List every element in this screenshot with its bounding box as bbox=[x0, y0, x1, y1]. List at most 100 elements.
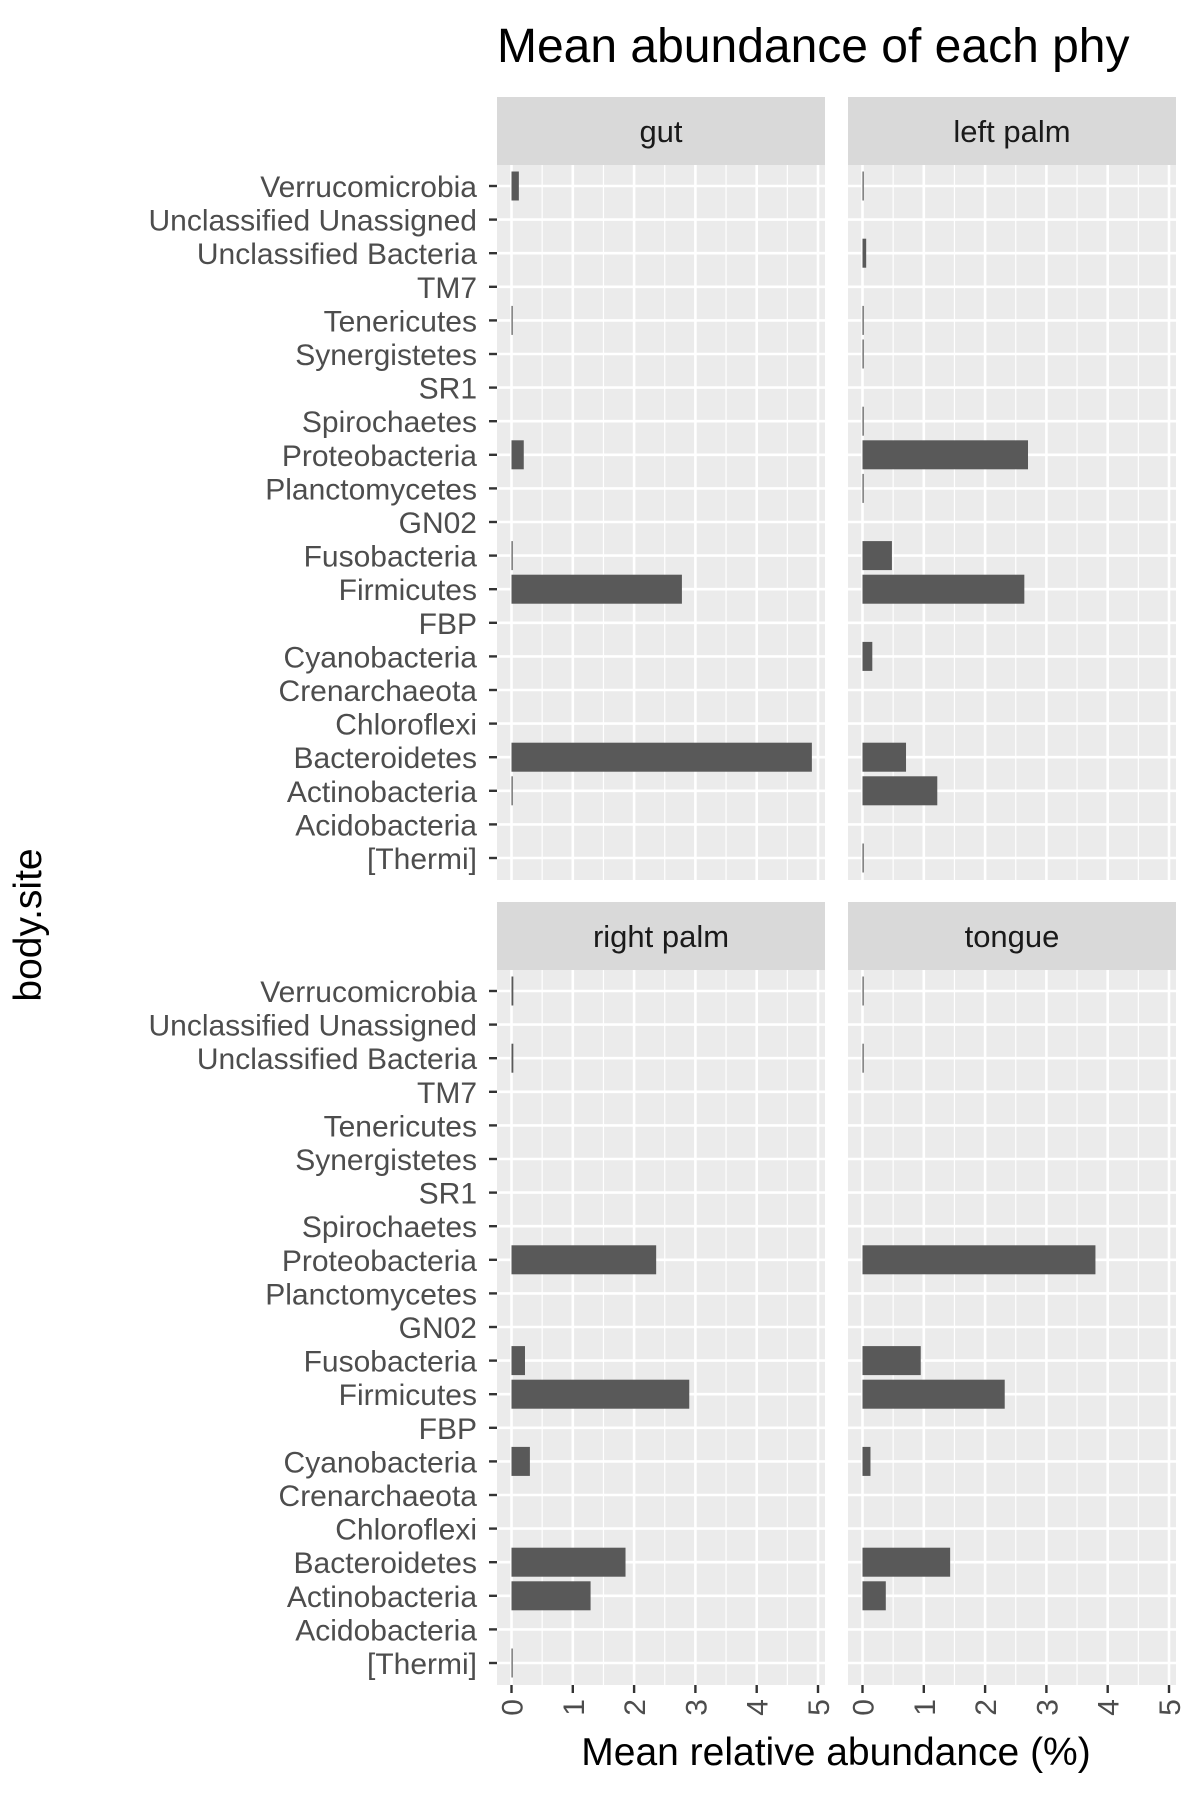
y-tick-label: Actinobacteria bbox=[287, 1581, 477, 1614]
y-tick-label: FBP bbox=[419, 1413, 477, 1446]
chart-title: Mean abundance of each phy bbox=[497, 20, 1129, 73]
bar-tongue-12 bbox=[862, 1379, 1005, 1409]
bar-gut-11 bbox=[511, 541, 513, 571]
bar-tongue-11 bbox=[862, 1346, 921, 1376]
x-tick-label: 2 bbox=[970, 1699, 1003, 1716]
y-tick-label: Fusobacteria bbox=[304, 541, 478, 574]
bar-right-palm-18 bbox=[511, 1581, 591, 1611]
bar-gut-12 bbox=[511, 574, 682, 604]
panel-left-palm: left palm bbox=[848, 97, 1176, 880]
bar-left-palm-18 bbox=[862, 776, 938, 806]
y-tick-label: Unclassified Bacteria bbox=[197, 238, 477, 271]
x-tick-label: 3 bbox=[1031, 1699, 1064, 1716]
y-tick-label: FBP bbox=[419, 608, 477, 641]
bar-left-palm-5 bbox=[862, 339, 864, 369]
bar-left-palm-0 bbox=[862, 171, 864, 201]
strip-label-gut: gut bbox=[639, 114, 682, 149]
strip-label-left-palm: left palm bbox=[953, 114, 1070, 149]
bar-right-palm-0 bbox=[511, 976, 514, 1006]
panel-tongue: tongue 0 1 2 3 4 5 bbox=[848, 902, 1187, 1716]
y-tick-label: Actinobacteria bbox=[287, 776, 477, 809]
y-tick-label: Proteobacteria bbox=[282, 440, 477, 473]
x-tick-label: 0 bbox=[497, 1699, 530, 1716]
y-tick-label: Planctomycetes bbox=[265, 473, 477, 506]
y-tick-label: Chloroflexi bbox=[335, 1514, 477, 1547]
bar-left-palm-11 bbox=[862, 541, 892, 571]
y-tick-label: [Thermi] bbox=[367, 1648, 477, 1681]
y-tick-label: TM7 bbox=[417, 272, 477, 305]
y-tick-label: GN02 bbox=[399, 507, 477, 540]
y-tick-label: Unclassified Unassigned bbox=[148, 205, 477, 238]
y-tick-label: Fusobacteria bbox=[304, 1346, 478, 1379]
bar-left-palm-7 bbox=[862, 406, 864, 436]
strip-right-palm bbox=[497, 902, 825, 970]
y-axis-title: body.site bbox=[7, 848, 50, 1001]
y-tick-label: Planctomycetes bbox=[265, 1278, 477, 1311]
y-tick-label: Bacteroidetes bbox=[294, 1547, 477, 1580]
bar-tongue-14 bbox=[862, 1446, 871, 1476]
x-tick-label: 4 bbox=[742, 1699, 775, 1716]
y-tick-label: Tenericutes bbox=[324, 305, 477, 338]
bar-gut-18 bbox=[511, 776, 513, 806]
bar-gut-0 bbox=[511, 171, 519, 201]
x-tick-label: 5 bbox=[803, 1699, 836, 1716]
bar-right-palm-2 bbox=[511, 1043, 514, 1073]
bar-right-palm-14 bbox=[511, 1446, 530, 1476]
y-tick-label: [Thermi] bbox=[367, 843, 477, 876]
bar-left-palm-12 bbox=[862, 574, 1025, 604]
y-tick-label: GN02 bbox=[399, 1312, 477, 1345]
x-tick-label: 2 bbox=[619, 1699, 652, 1716]
y-tick-label: Bacteroidetes bbox=[294, 742, 477, 775]
bar-gut-4 bbox=[511, 305, 513, 335]
bar-right-palm-20 bbox=[511, 1648, 513, 1678]
y-tick-label: Unclassified Bacteria bbox=[197, 1043, 477, 1076]
y-tick-label: Verrucomicrobia bbox=[260, 171, 477, 204]
y-tick-label: Verrucomicrobia bbox=[260, 976, 477, 1009]
bar-left-palm-17 bbox=[862, 742, 907, 772]
y-tick-label: Tenericutes bbox=[324, 1110, 477, 1143]
y-tick-label: Cyanobacteria bbox=[284, 1446, 478, 1479]
strip-label-tongue: tongue bbox=[965, 919, 1060, 954]
strip-gut bbox=[497, 97, 825, 165]
y-tick-label: Cyanobacteria bbox=[284, 641, 478, 674]
strip-label-right-palm: right palm bbox=[593, 919, 729, 954]
y-tick-label: Firmicutes bbox=[339, 574, 477, 607]
y-tick-label: Crenarchaeota bbox=[279, 1480, 478, 1513]
y-tick-label: Acidobacteria bbox=[295, 809, 477, 842]
x-tick-label: 0 bbox=[848, 1699, 881, 1716]
x-axis-title: Mean relative abundance (%) bbox=[581, 1731, 1090, 1774]
bar-gut-17 bbox=[511, 742, 812, 772]
y-tick-label: Synergistetes bbox=[295, 1144, 477, 1177]
x-tick-label: 1 bbox=[909, 1699, 942, 1716]
y-tick-label: Firmicutes bbox=[339, 1379, 477, 1412]
bar-right-palm-17 bbox=[511, 1547, 626, 1577]
bar-left-palm-2 bbox=[862, 238, 867, 268]
bar-left-palm-20 bbox=[862, 843, 864, 873]
bar-left-palm-14 bbox=[862, 641, 873, 671]
strip-tongue bbox=[848, 902, 1176, 970]
y-tick-label: Chloroflexi bbox=[335, 709, 477, 742]
y-tick-label: Spirochaetes bbox=[302, 1211, 477, 1244]
x-tick-label: 5 bbox=[1154, 1699, 1187, 1716]
bar-left-palm-9 bbox=[862, 473, 864, 503]
y-tick-label: TM7 bbox=[417, 1077, 477, 1110]
bar-right-palm-8 bbox=[511, 1245, 657, 1275]
bar-left-palm-4 bbox=[862, 305, 864, 335]
bar-left-palm-8 bbox=[862, 440, 1029, 470]
y-tick-label: SR1 bbox=[419, 1178, 477, 1211]
y-tick-label: Unclassified Unassigned bbox=[148, 1010, 477, 1043]
y-tick-label: SR1 bbox=[419, 373, 477, 406]
bar-tongue-8 bbox=[862, 1245, 1096, 1275]
bar-gut-8 bbox=[511, 440, 524, 470]
x-tick-label: 3 bbox=[680, 1699, 713, 1716]
strip-left-palm bbox=[848, 97, 1176, 165]
y-tick-label: Synergistetes bbox=[295, 339, 477, 372]
bar-right-palm-11 bbox=[511, 1346, 525, 1376]
y-tick-label: Spirochaetes bbox=[302, 406, 477, 439]
x-tick-label: 1 bbox=[558, 1699, 591, 1716]
x-tick-label: 4 bbox=[1093, 1699, 1126, 1716]
